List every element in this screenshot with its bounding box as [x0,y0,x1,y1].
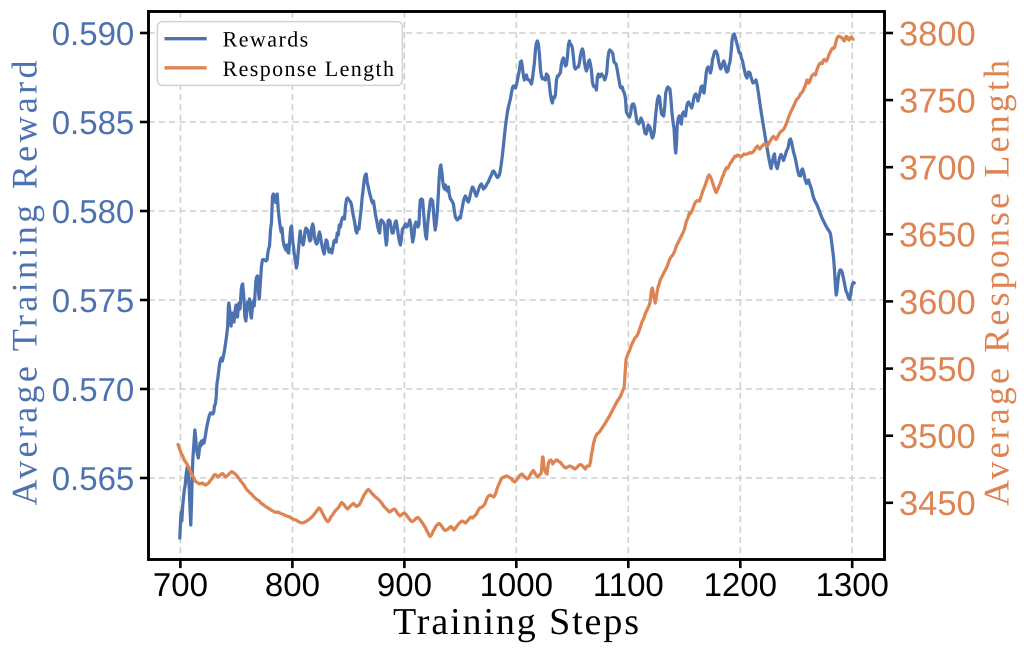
svg-text:900: 900 [377,566,432,603]
svg-text:3600: 3600 [899,284,976,322]
svg-text:Average Response Length: Average Response Length [977,60,1017,506]
svg-text:3800: 3800 [899,15,976,53]
svg-text:700: 700 [153,566,208,603]
svg-text:3550: 3550 [899,351,976,389]
svg-text:Rewards: Rewards [223,27,309,52]
svg-text:Training Steps: Training Steps [393,601,639,643]
svg-text:0.565: 0.565 [52,460,135,497]
svg-text:1000: 1000 [480,566,553,603]
svg-text:1100: 1100 [593,566,664,603]
svg-text:Average Training Reward: Average Training Reward [5,61,45,506]
svg-text:0.585: 0.585 [52,104,135,141]
svg-text:3700: 3700 [899,150,976,188]
svg-text:3500: 3500 [899,418,976,456]
svg-text:800: 800 [265,566,320,603]
svg-text:1300: 1300 [815,566,888,603]
svg-text:0.575: 0.575 [52,282,135,319]
svg-text:0.570: 0.570 [52,371,135,408]
svg-text:1200: 1200 [704,566,777,603]
svg-text:Response Length: Response Length [223,56,394,81]
svg-text:3650: 3650 [899,217,976,255]
svg-text:0.580: 0.580 [52,193,135,230]
svg-text:3450: 3450 [899,485,976,523]
svg-text:3750: 3750 [899,83,976,121]
svg-text:0.590: 0.590 [52,15,135,52]
